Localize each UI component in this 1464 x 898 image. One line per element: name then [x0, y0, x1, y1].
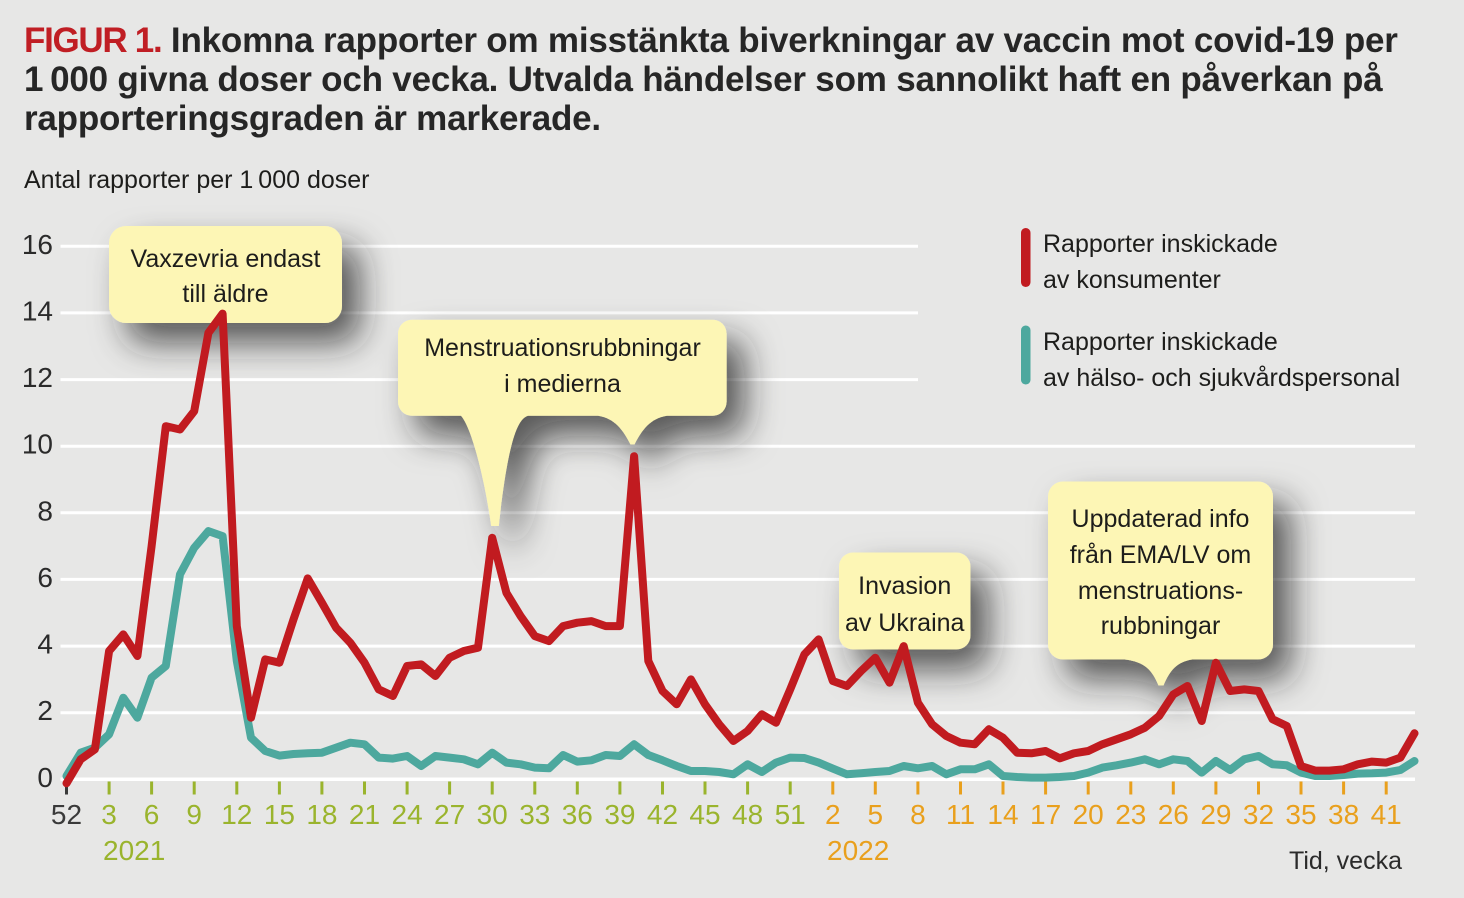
svg-text:29: 29	[1200, 799, 1231, 830]
svg-text:16: 16	[22, 229, 53, 260]
svg-text:23: 23	[1115, 799, 1146, 830]
svg-text:5: 5	[868, 799, 884, 830]
svg-text:27: 27	[434, 799, 465, 830]
svg-text:15: 15	[264, 799, 295, 830]
svg-text:12: 12	[221, 799, 252, 830]
svg-text:51: 51	[775, 799, 806, 830]
svg-text:2021: 2021	[103, 835, 165, 866]
svg-text:21: 21	[349, 799, 380, 830]
svg-text:8: 8	[37, 495, 53, 526]
svg-text:12: 12	[22, 362, 53, 393]
svg-text:11: 11	[946, 799, 975, 830]
svg-text:0: 0	[37, 762, 53, 793]
svg-text:från EMA/LV om: från EMA/LV om	[1070, 541, 1252, 569]
svg-text:14: 14	[987, 799, 1018, 830]
svg-text:32: 32	[1243, 799, 1274, 830]
svg-text:6: 6	[144, 799, 160, 830]
svg-text:10: 10	[22, 429, 53, 460]
svg-text:2: 2	[825, 799, 841, 830]
svg-text:38: 38	[1328, 799, 1359, 830]
svg-text:33: 33	[519, 799, 550, 830]
svg-text:17: 17	[1030, 799, 1061, 830]
svg-text:rubbningar: rubbningar	[1101, 612, 1221, 640]
svg-text:Rapporter inskickade: Rapporter inskickade	[1043, 328, 1278, 356]
svg-text:18: 18	[306, 799, 337, 830]
svg-text:i medierna: i medierna	[504, 370, 621, 398]
svg-text:8: 8	[910, 799, 926, 830]
svg-text:41: 41	[1371, 799, 1402, 830]
svg-text:36: 36	[562, 799, 593, 830]
svg-text:till äldre: till äldre	[182, 280, 268, 308]
svg-text:Rapporter inskickade: Rapporter inskickade	[1043, 230, 1278, 258]
svg-text:9: 9	[186, 799, 202, 830]
svg-text:24: 24	[392, 799, 423, 830]
svg-text:6: 6	[37, 562, 53, 593]
svg-text:14: 14	[22, 295, 53, 326]
svg-text:20: 20	[1073, 799, 1104, 830]
svg-text:39: 39	[604, 799, 635, 830]
svg-text:2022: 2022	[827, 835, 889, 866]
svg-text:48: 48	[732, 799, 763, 830]
svg-text:Vaxzevria endast: Vaxzevria endast	[131, 245, 321, 273]
svg-text:Menstruationsrubbningar: Menstruationsrubbningar	[424, 334, 701, 362]
svg-text:52: 52	[51, 799, 82, 830]
svg-text:45: 45	[689, 799, 720, 830]
svg-text:26: 26	[1158, 799, 1189, 830]
svg-text:Invasion: Invasion	[858, 572, 951, 600]
svg-text:35: 35	[1285, 799, 1316, 830]
svg-text:3: 3	[101, 799, 117, 830]
svg-text:30: 30	[477, 799, 508, 830]
svg-text:Tid, vecka: Tid, vecka	[1289, 847, 1402, 875]
svg-text:42: 42	[647, 799, 678, 830]
svg-text:menstruations-: menstruations-	[1078, 577, 1243, 605]
svg-text:Uppdaterad info: Uppdaterad info	[1072, 505, 1250, 533]
svg-text:av konsumenter: av konsumenter	[1043, 266, 1221, 294]
svg-text:2: 2	[37, 695, 53, 726]
svg-text:4: 4	[37, 629, 53, 660]
svg-text:av Ukraina: av Ukraina	[845, 609, 965, 637]
svg-text:av hälso- och sjukvårdspersona: av hälso- och sjukvårdspersonal	[1043, 364, 1400, 392]
